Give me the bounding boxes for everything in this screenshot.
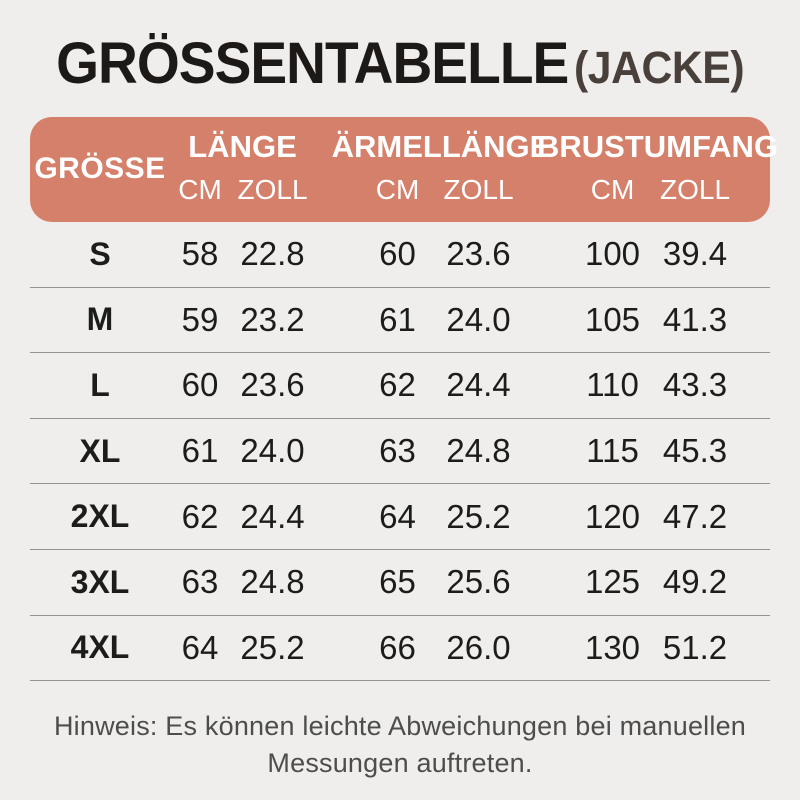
table-body: S 58 22.8 60 23.6 100 39.4 M 59 23.2 61 … — [30, 222, 770, 682]
value-cell: 58 — [181, 235, 219, 273]
value-cell: 22.8 — [240, 235, 305, 273]
header-sub-zoll: ZOLL — [659, 174, 731, 206]
value-cell: 115 — [586, 432, 639, 470]
table-header: GRÖSSE LÄNGE ÄRMELLÄNGE BRUSTUMFANG CM Z… — [30, 117, 778, 222]
table-row: XL 61 24.0 63 24.8 115 45.3 — [30, 419, 770, 485]
value-cell: 120 — [584, 497, 641, 535]
value-cell: 105 — [584, 300, 641, 338]
size-cell: L — [90, 366, 110, 403]
value-cell: 47.2 — [662, 497, 728, 535]
value-cell: 110 — [586, 366, 639, 404]
value-cell: 61 — [379, 300, 416, 338]
value-cell: 60 — [181, 366, 219, 404]
title-suffix: (JACKE) — [573, 41, 745, 93]
value-cell: 23.2 — [240, 300, 305, 338]
value-cell: 25.2 — [240, 628, 305, 666]
note-line: Messungen auftreten. — [267, 748, 533, 779]
value-cell: 63 — [181, 563, 219, 601]
value-cell: 59 — [181, 300, 219, 338]
value-cell: 66 — [379, 628, 416, 666]
header-sub-zoll: ZOLL — [237, 174, 308, 206]
value-cell: 65 — [379, 563, 416, 601]
value-cell: 63 — [379, 432, 416, 470]
value-cell: 25.6 — [446, 563, 511, 601]
header-sub-zoll: ZOLL — [443, 174, 514, 206]
size-cell: XL — [79, 432, 121, 469]
value-cell: 24.0 — [446, 300, 511, 338]
header-sub-cm: CM — [178, 174, 222, 206]
page-title: GRÖSSENTABELLE (JACKE) — [0, 0, 800, 117]
table-row: 3XL 63 24.8 65 25.6 125 49.2 — [30, 550, 770, 616]
table-row: S 58 22.8 60 23.6 100 39.4 — [30, 222, 770, 288]
value-cell: 24.4 — [240, 497, 305, 535]
header-group-laenge: LÄNGE — [188, 128, 297, 164]
size-table: GRÖSSE LÄNGE ÄRMELLÄNGE BRUSTUMFANG CM Z… — [30, 117, 778, 682]
value-cell: 23.6 — [446, 235, 511, 273]
table-row: 4XL 64 25.2 66 26.0 130 51.2 — [30, 616, 770, 682]
value-cell: 62 — [181, 497, 219, 535]
value-cell: 64 — [181, 628, 219, 666]
size-cell: S — [89, 235, 111, 272]
value-cell: 24.8 — [446, 432, 511, 470]
value-cell: 45.3 — [662, 432, 728, 470]
value-cell: 60 — [379, 235, 416, 273]
value-cell: 24.8 — [240, 563, 305, 601]
value-cell: 125 — [584, 563, 641, 601]
size-cell: 3XL — [70, 563, 130, 600]
title-heading: GRÖSSENTABELLE (JACKE) — [56, 34, 745, 93]
value-cell: 26.0 — [446, 628, 511, 666]
value-cell: 61 — [181, 432, 219, 470]
size-cell: 4XL — [70, 629, 130, 666]
value-cell: 51.2 — [662, 628, 728, 666]
header-size-label: GRÖSSE — [34, 151, 166, 185]
value-cell: 41.3 — [662, 300, 728, 338]
value-cell: 24.4 — [446, 366, 511, 404]
value-cell: 43.3 — [662, 366, 728, 404]
header-group-brustumfang: BRUSTUMFANG — [536, 128, 779, 164]
value-cell: 25.2 — [446, 497, 511, 535]
header-sub-cm: CM — [590, 174, 635, 206]
header-sub-cm: CM — [375, 174, 420, 206]
value-cell: 23.6 — [240, 366, 305, 404]
hint-note: Hinweis: Es können leichte Abweichungen … — [0, 708, 800, 782]
note-line: Hinweis: Es können leichte Abweichungen … — [53, 711, 747, 742]
value-cell: 130 — [584, 628, 641, 666]
size-cell: M — [86, 301, 114, 338]
value-cell: 64 — [379, 497, 416, 535]
table-row: L 60 23.6 62 24.4 110 43.3 — [30, 353, 770, 419]
title-main: GRÖSSENTABELLE — [55, 30, 569, 96]
value-cell: 62 — [379, 366, 416, 404]
value-cell: 49.2 — [662, 563, 728, 601]
value-cell: 24.0 — [240, 432, 305, 470]
value-cell: 39.4 — [662, 235, 728, 273]
table-row: 2XL 62 24.4 64 25.2 120 47.2 — [30, 484, 770, 550]
size-cell: 2XL — [70, 498, 130, 535]
value-cell: 100 — [584, 235, 641, 273]
table-row: M 59 23.2 61 24.0 105 41.3 — [30, 288, 770, 354]
header-group-aermellaenge: ÄRMELLÄNGE — [331, 128, 551, 164]
